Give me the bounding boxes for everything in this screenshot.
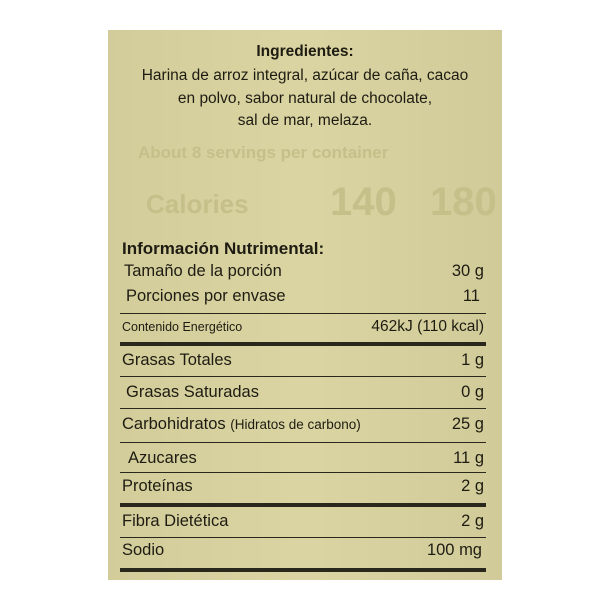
ingredients-line: en polvo, sabor natural de chocolate,	[177, 90, 433, 107]
saturated-fat-label: Grasas Saturadas	[126, 383, 259, 401]
saturated-fat-value: 0 g	[461, 383, 484, 401]
divider	[120, 472, 486, 473]
sugars-value: 11 g	[453, 449, 484, 467]
energy-value: 462kJ (110 kcal)	[371, 318, 484, 335]
sodium-label: Sodio	[122, 541, 165, 559]
protein-label: Proteínas	[122, 477, 193, 495]
protein-value: 2 g	[461, 477, 484, 495]
ghost-value-1: 140	[330, 180, 397, 224]
ghost-calories-text: Calories	[146, 189, 249, 219]
ingredients-line: Harina de arroz integral, azúcar de caña…	[141, 67, 469, 84]
total-fat-label: Grasas Totales	[122, 351, 232, 369]
servings-value: 11	[462, 287, 480, 305]
fiber-label: Fibra Dietética	[122, 512, 229, 530]
divider	[120, 537, 486, 538]
carbohydrates-label-text: Carbohidratos	[122, 415, 226, 433]
ingredients-line: sal de mar, melaza.	[237, 112, 373, 129]
sugars-label: Azucares	[128, 449, 197, 467]
thick-divider	[120, 503, 486, 507]
nutrition-label: About 8 servings per container Calories …	[108, 30, 502, 580]
divider	[120, 376, 486, 377]
serving-size-label: Tamaño de la porción	[124, 262, 282, 280]
thick-divider	[120, 568, 486, 572]
carbohydrates-value: 25 g	[451, 415, 484, 433]
carbohydrates-sublabel: (Hidratos de carbono)	[230, 417, 361, 432]
total-fat-value: 1 g	[461, 351, 484, 369]
servings-label: Porciones por envase	[126, 287, 286, 305]
ingredients-title: Ingredientes:	[256, 43, 354, 60]
energy-label: Contenido Energético	[122, 320, 243, 334]
divider	[120, 442, 486, 443]
ghost-servings-text: About 8 servings per container	[138, 143, 389, 162]
sodium-value: 100 mg	[426, 541, 482, 559]
serving-size-value: 30 g	[451, 262, 484, 280]
ghost-value-2: 180	[430, 180, 497, 224]
thick-divider	[120, 342, 486, 346]
nutrition-title: Información Nutrimental:	[122, 239, 325, 258]
divider	[120, 408, 486, 409]
carbohydrates-label: Carbohidratos (Hidratos de carbono)	[122, 415, 361, 434]
divider	[120, 313, 486, 314]
fiber-value: 2 g	[461, 512, 484, 530]
